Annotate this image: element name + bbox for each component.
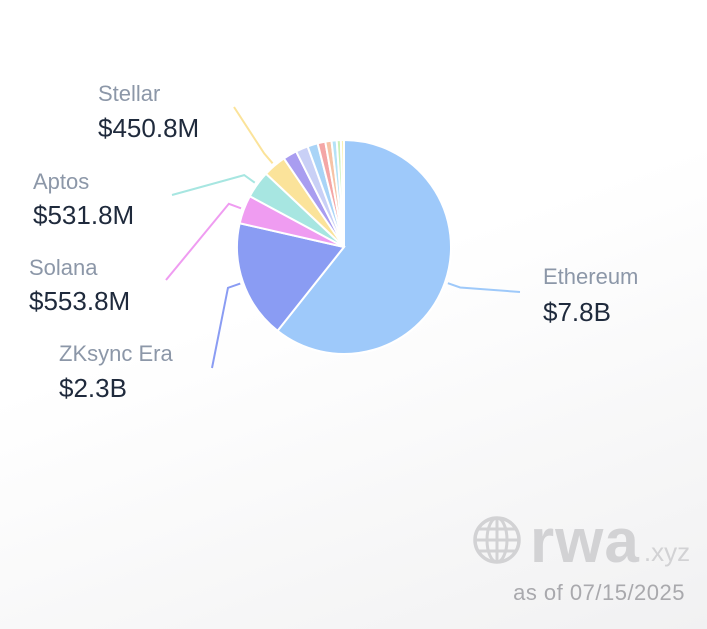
label-aptos-value: $531.8M	[33, 200, 134, 230]
label-aptos-name: Aptos	[33, 169, 89, 194]
pie-slice-zksync-era	[236, 222, 346, 333]
label-ethereum-name: Ethereum	[543, 264, 638, 289]
brand-tld: .xyz	[643, 537, 691, 567]
label-solana-name: Solana	[29, 255, 98, 280]
label-ethereum-value: $7.8B	[543, 297, 611, 327]
leader-line-aptos	[171, 174, 256, 196]
globe-icon	[472, 515, 522, 570]
leader-line-ethereum	[447, 282, 521, 293]
leader-line-zksync-era	[211, 282, 241, 369]
label-zksync-value: $2.3B	[59, 373, 127, 403]
leader-line-stellar	[233, 106, 274, 164]
label-solana-value: $553.8M	[29, 286, 130, 316]
as-of-date: as of 07/15/2025	[513, 580, 685, 605]
pie-slices	[236, 138, 452, 355]
pie-slice-ethereum	[276, 138, 452, 355]
brand-name: rwa	[530, 507, 640, 576]
leader-lines	[165, 106, 521, 369]
brand-logo: rwa .xyz	[472, 510, 690, 574]
leader-line-solana	[165, 202, 242, 281]
label-stellar-value: $450.8M	[98, 113, 199, 143]
pie-slice-other-12	[339, 138, 345, 248]
label-stellar-name: Stellar	[98, 81, 160, 106]
label-zksync-name: ZKsync Era	[59, 341, 173, 366]
